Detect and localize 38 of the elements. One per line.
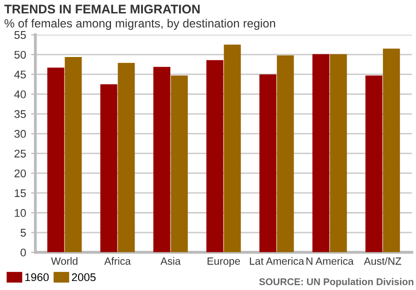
x-tick-label: Asia <box>160 257 181 265</box>
y-tick-label: 50 <box>14 50 26 59</box>
y-tick-label: 55 <box>14 31 26 39</box>
bar <box>312 54 330 252</box>
bar <box>118 62 135 252</box>
bar <box>259 74 276 252</box>
bar <box>382 48 400 252</box>
y-tick-label: 45 <box>14 70 26 78</box>
bar <box>47 68 64 252</box>
x-tick-label: World <box>51 257 78 265</box>
x-tick-label: N America <box>306 257 354 265</box>
bar <box>170 76 188 252</box>
source-note: SOURCE: UN Population Division <box>259 278 414 288</box>
y-tick-label: 20 <box>14 169 26 178</box>
legend-label: 2005 <box>72 273 96 282</box>
chart-subtitle: % of females among migrants, by destination region <box>4 18 276 30</box>
y-tick-label: 25 <box>14 150 26 158</box>
bar <box>365 76 382 252</box>
bar <box>330 54 347 252</box>
y-tick-label: 40 <box>14 90 26 98</box>
y-tick-label: 0 <box>20 248 26 256</box>
bar <box>100 84 118 252</box>
x-tick-label: Lat America <box>250 257 304 265</box>
legend-label: 1960 <box>25 273 49 282</box>
y-tick-label: 30 <box>14 130 26 138</box>
y-tick-label: 15 <box>14 189 26 198</box>
bar <box>206 60 224 252</box>
bar <box>276 55 294 252</box>
x-tick-label: Europe <box>208 258 240 267</box>
chart-title: TRENDS IN FEMALE MIGRATION <box>4 4 200 14</box>
y-tick-label: 35 <box>14 110 26 118</box>
bar <box>153 66 170 252</box>
x-tick-label: Africa <box>104 257 131 265</box>
y-tick-label: 10 <box>14 209 26 217</box>
bar <box>224 44 241 252</box>
bar <box>64 56 82 252</box>
y-tick-label: 5 <box>20 228 26 237</box>
x-tick-label: Aust/NZ <box>364 257 402 265</box>
